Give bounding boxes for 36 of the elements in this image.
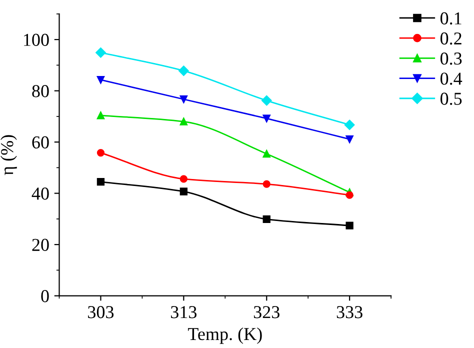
y-tick-label: 100	[24, 34, 49, 46]
x-tick-label: 303	[88, 306, 114, 318]
point	[96, 76, 105, 84]
legend-label: 0.5	[440, 92, 462, 105]
point	[96, 48, 106, 58]
legend-label: 0.1	[440, 12, 462, 25]
legend-label: 0.3	[440, 52, 462, 65]
y-axis-title: η (%)	[0, 135, 17, 176]
x-axis-title: Temp. (K)	[188, 327, 262, 344]
point	[262, 150, 270, 158]
legend-label: 0.2	[440, 32, 462, 45]
x-tick-label: 323	[254, 306, 280, 318]
point	[344, 120, 355, 130]
point	[346, 135, 354, 144]
point	[180, 95, 188, 104]
point	[262, 114, 270, 122]
point	[346, 191, 354, 199]
point	[180, 118, 188, 126]
x-tick-label: 313	[170, 306, 197, 318]
point	[262, 180, 270, 188]
point	[346, 222, 354, 230]
legend-label: 0.4	[440, 72, 462, 85]
point	[96, 178, 105, 186]
point	[180, 175, 188, 183]
point	[178, 66, 189, 76]
y-tick-label: 40	[32, 188, 49, 200]
point	[262, 215, 270, 223]
point	[262, 95, 272, 106]
x-tick-label: 333	[336, 306, 362, 318]
point	[180, 188, 188, 196]
point	[96, 112, 105, 120]
y-tick-label: 60	[32, 136, 49, 148]
y-tick-label: 20	[32, 238, 49, 251]
y-tick-label: 80	[32, 85, 49, 98]
y-tick-label: 0	[41, 290, 49, 302]
point	[96, 148, 105, 157]
